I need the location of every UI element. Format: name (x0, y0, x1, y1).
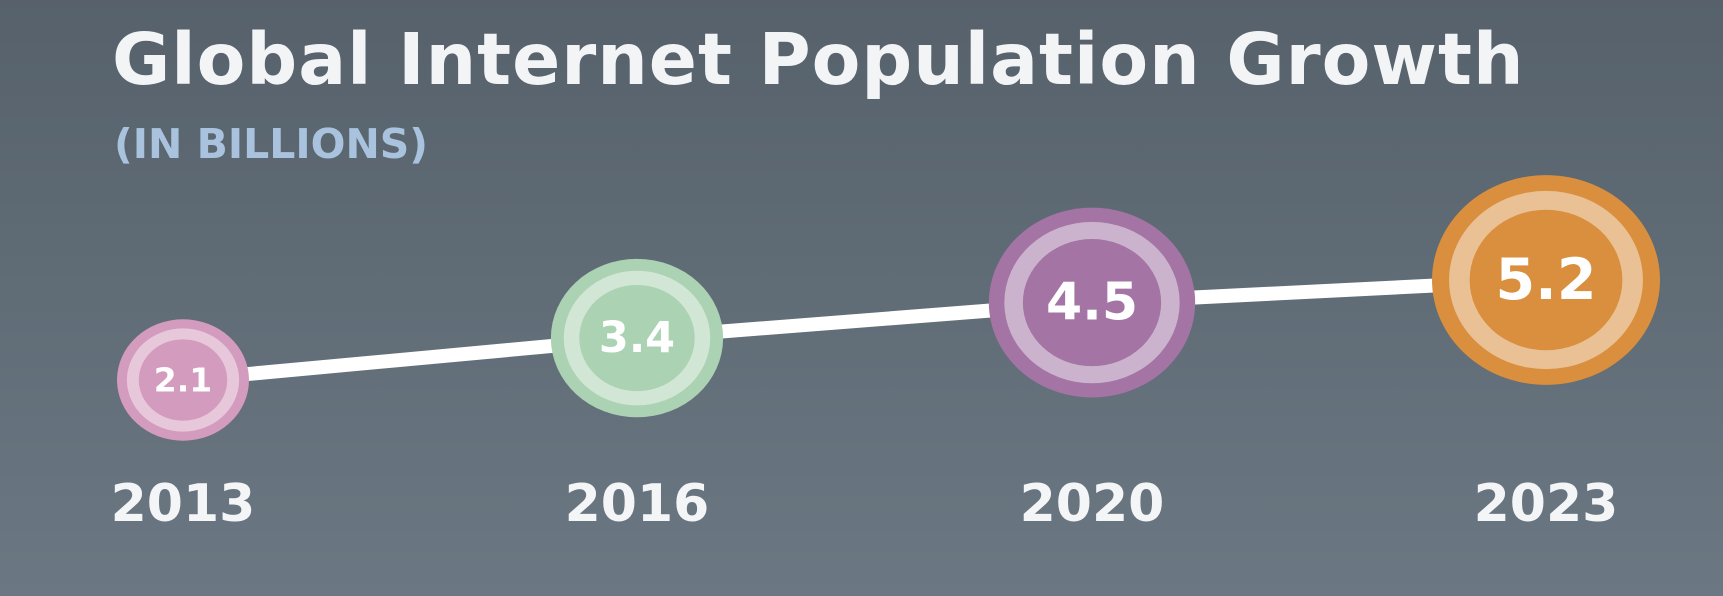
chart-title: Global Internet Population Growth (112, 18, 1525, 101)
data-label-2016: 3.4 (599, 313, 675, 363)
data-label-2023: 5.2 (1496, 247, 1597, 313)
x-tick-label-2016: 2016 (565, 474, 710, 534)
data-point-2020-inner (1022, 238, 1162, 367)
chart-subtitle: (IN BILLIONS) (114, 120, 429, 168)
x-tick-label-2020: 2020 (1020, 474, 1165, 534)
series-line (176, 273, 1553, 387)
data-label-2020: 4.5 (1046, 273, 1138, 333)
x-tick-label-2013: 2013 (111, 474, 256, 534)
data-point-2013-inner (138, 339, 228, 421)
x-tick-label-2023: 2023 (1474, 474, 1619, 534)
data-point-2016-inner (579, 284, 695, 392)
data-point-2023-inner (1469, 209, 1623, 351)
data-label-2013: 2.1 (154, 361, 212, 400)
